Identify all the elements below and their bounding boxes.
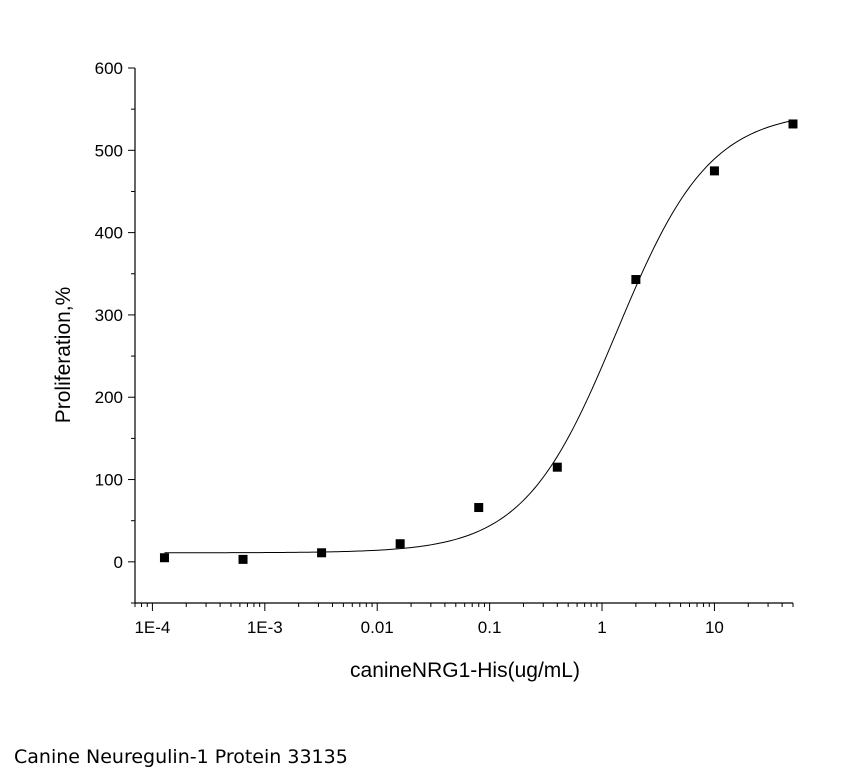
y-axis-label: Proliferation,% [52,287,75,424]
data-point [474,503,484,513]
data-point [317,548,327,558]
y-tick-label: 200 [95,388,123,407]
data-point [159,553,169,563]
x-tick-label: 10 [705,618,724,637]
y-tick-label: 0 [114,553,123,572]
data-point [395,539,405,549]
fit-curve [164,120,794,554]
y-tick-label: 600 [95,59,123,78]
data-point [238,554,248,564]
x-tick-label: 1 [597,618,606,637]
y-tick-label: 400 [95,224,123,243]
y-tick-label: 500 [95,141,123,160]
y-tick-label: 100 [95,471,123,490]
y-tick-labels: 0 100 200 300 400 500 600 [95,59,123,572]
x-tick-labels: 1E-4 1E-3 0.01 0.1 1 10 [134,618,723,637]
axes [128,67,794,611]
x-tick-label: 0.1 [478,618,502,637]
data-point [552,462,562,472]
y-tick-label: 300 [95,306,123,325]
data-point [788,119,798,129]
x-axis-label: canineNRG1-His(ug/mL) [350,659,580,682]
data-point [631,275,641,285]
caption: Canine Neuregulin-1 Protein 33135 [14,746,348,768]
x-tick-label: 1E-4 [134,618,170,637]
x-tick-label: 1E-3 [247,618,283,637]
data-point [709,166,719,176]
data-points [159,119,798,564]
x-tick-label: 0.01 [361,618,394,637]
